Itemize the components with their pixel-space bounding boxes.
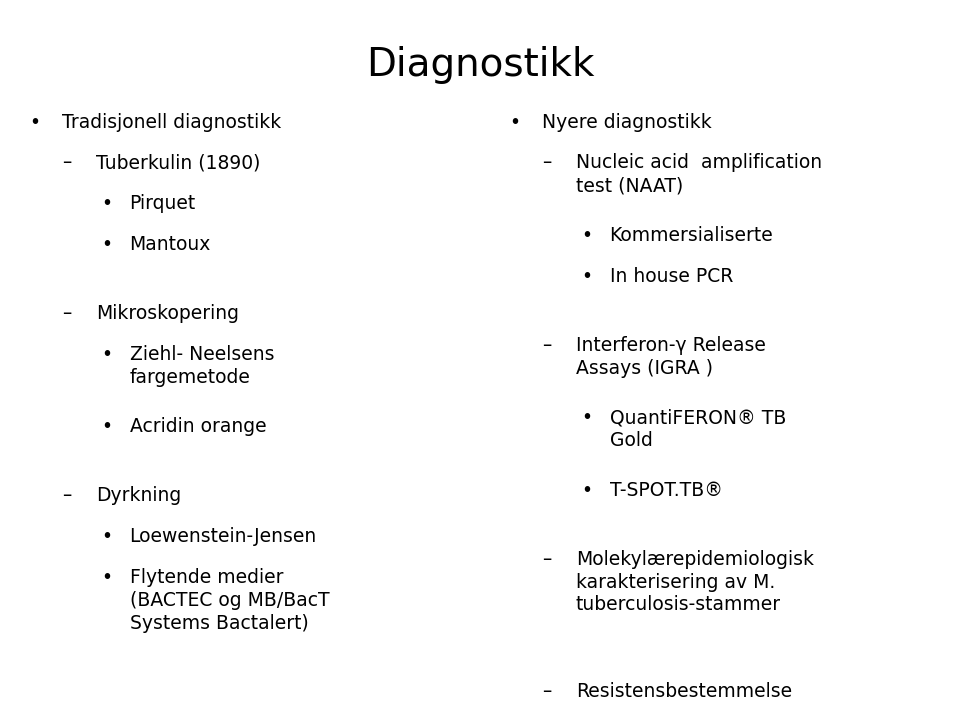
Text: Mikroskopering: Mikroskopering xyxy=(96,304,239,323)
Text: Flytende medier
(BACTEC og MB/BacT
Systems Bactalert): Flytende medier (BACTEC og MB/BacT Syste… xyxy=(130,568,329,633)
Text: Nucleic acid  amplification
test (NAAT): Nucleic acid amplification test (NAAT) xyxy=(576,153,822,195)
Text: •: • xyxy=(101,235,112,254)
Text: •: • xyxy=(101,194,112,213)
Text: T-SPOT.TB®: T-SPOT.TB® xyxy=(610,481,723,500)
Text: •: • xyxy=(101,345,112,364)
Text: Tradisjonell diagnostikk: Tradisjonell diagnostikk xyxy=(62,113,281,132)
Text: Diagnostikk: Diagnostikk xyxy=(366,46,594,84)
Text: –: – xyxy=(62,486,72,505)
Text: Tuberkulin (1890): Tuberkulin (1890) xyxy=(96,153,260,172)
Text: Acridin orange: Acridin orange xyxy=(130,417,266,436)
Text: Pirquet: Pirquet xyxy=(130,194,196,213)
Text: Loewenstein-Jensen: Loewenstein-Jensen xyxy=(130,527,317,546)
Text: Dyrkning: Dyrkning xyxy=(96,486,181,505)
Text: In house PCR: In house PCR xyxy=(610,267,733,286)
Text: •: • xyxy=(581,226,592,245)
Text: –: – xyxy=(62,304,72,323)
Text: –: – xyxy=(542,153,552,172)
Text: –: – xyxy=(542,336,552,355)
Text: Ziehl- Neelsens
fargemetode: Ziehl- Neelsens fargemetode xyxy=(130,345,275,386)
Text: Kommersialiserte: Kommersialiserte xyxy=(610,226,774,245)
Text: –: – xyxy=(542,550,552,569)
Text: Nyere diagnostikk: Nyere diagnostikk xyxy=(542,113,712,132)
Text: Mantoux: Mantoux xyxy=(130,235,211,254)
Text: •: • xyxy=(581,481,592,500)
Text: Interferon-γ Release
Assays (IGRA ): Interferon-γ Release Assays (IGRA ) xyxy=(576,336,766,377)
Text: QuantiFERON® TB
Gold: QuantiFERON® TB Gold xyxy=(610,408,786,450)
Text: –: – xyxy=(542,682,552,701)
Text: •: • xyxy=(101,568,112,587)
Text: •: • xyxy=(29,113,40,132)
Text: Molekylærepidemiologisk
karakterisering av M.
tuberculosis-stammer: Molekylærepidemiologisk karakterisering … xyxy=(576,550,814,615)
Text: •: • xyxy=(581,408,592,427)
Text: •: • xyxy=(101,417,112,436)
Text: Resistensbestemmelse: Resistensbestemmelse xyxy=(576,682,792,701)
Text: •: • xyxy=(581,267,592,286)
Text: •: • xyxy=(101,527,112,546)
Text: –: – xyxy=(62,153,72,172)
Text: •: • xyxy=(509,113,520,132)
